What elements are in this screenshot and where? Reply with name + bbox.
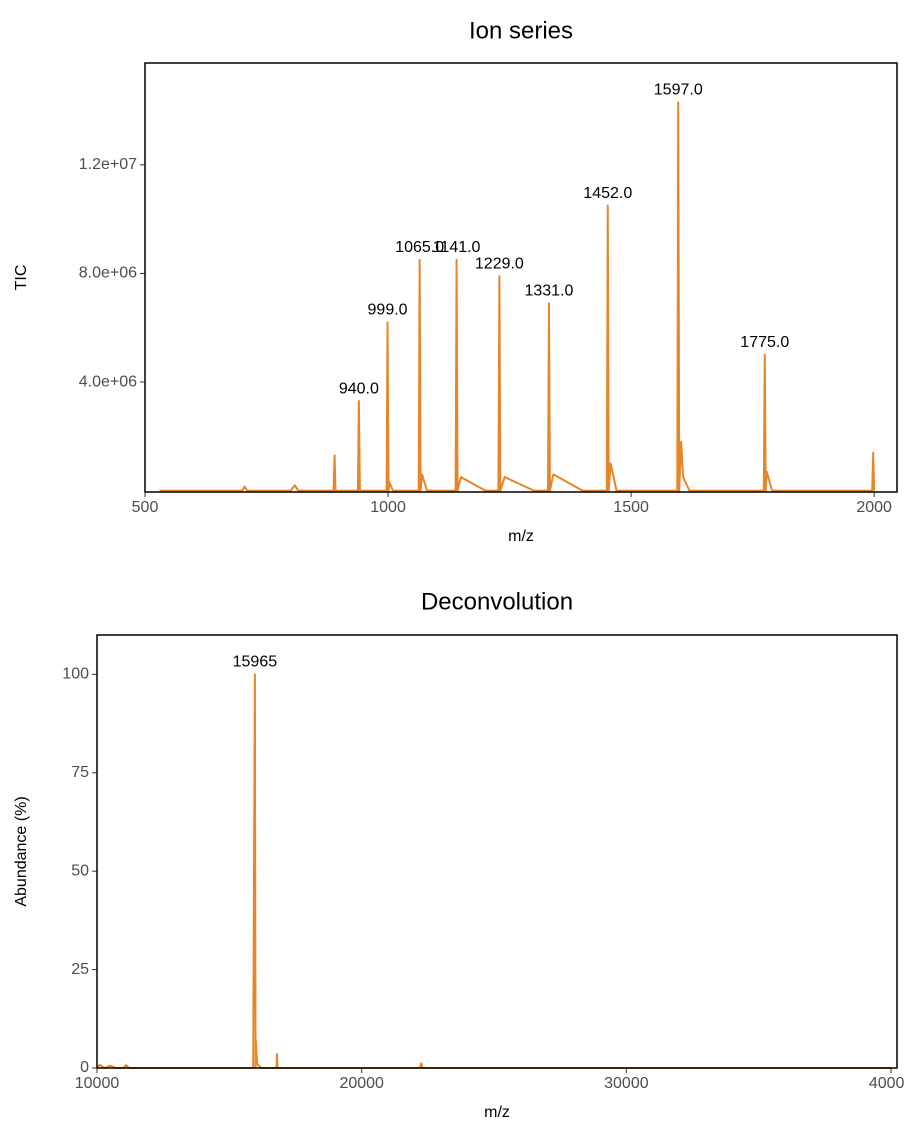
- peak-label: 1229.0: [475, 255, 524, 272]
- peak-label: 15965: [233, 654, 278, 671]
- x-tick-label: 10000: [75, 1075, 120, 1092]
- x-axis-title: m/z: [508, 528, 534, 545]
- y-axis-title: Abundance (%): [13, 796, 30, 906]
- x-tick-label: 500: [132, 499, 159, 516]
- peak-label: 940.0: [339, 380, 379, 397]
- x-tick-label: 20000: [339, 1075, 384, 1092]
- plot-border: [96, 634, 898, 1069]
- y-tick-label: 100: [62, 666, 89, 683]
- peak-label: 1331.0: [524, 283, 573, 300]
- x-tick-label: 30000: [604, 1075, 649, 1092]
- y-tick-label: 1.2e+07: [79, 156, 137, 173]
- x-tick-label: 1000: [370, 499, 406, 516]
- y-axis-title: TIC: [13, 265, 30, 291]
- y-tick-label: 8.0e+06: [79, 265, 137, 282]
- plot-border: [144, 62, 898, 493]
- chart-title: Deconvolution: [421, 588, 573, 615]
- peak-label: 1775.0: [740, 334, 789, 351]
- y-tick-label: 0: [80, 1059, 89, 1076]
- y-tick-label: 4.0e+06: [79, 373, 137, 390]
- x-tick-label: 1500: [613, 499, 649, 516]
- x-tick-label: 40000: [869, 1075, 904, 1092]
- peak-label: 1597.0: [654, 82, 703, 99]
- y-tick-label: 75: [71, 764, 89, 781]
- spectrum-line: [96, 673, 892, 1069]
- y-tick-label: 50: [71, 862, 89, 879]
- x-tick-label: 2000: [856, 499, 892, 516]
- peak-label: 999.0: [368, 302, 408, 319]
- peak-label: 1141.0: [433, 239, 481, 256]
- spectrum-line: [159, 101, 876, 492]
- peak-label: 1452.0: [583, 185, 632, 202]
- chart-title: Ion series: [469, 17, 573, 44]
- peak-label: 1065.0: [395, 239, 444, 256]
- x-axis-title: m/z: [484, 1104, 510, 1121]
- y-tick-label: 25: [71, 961, 89, 978]
